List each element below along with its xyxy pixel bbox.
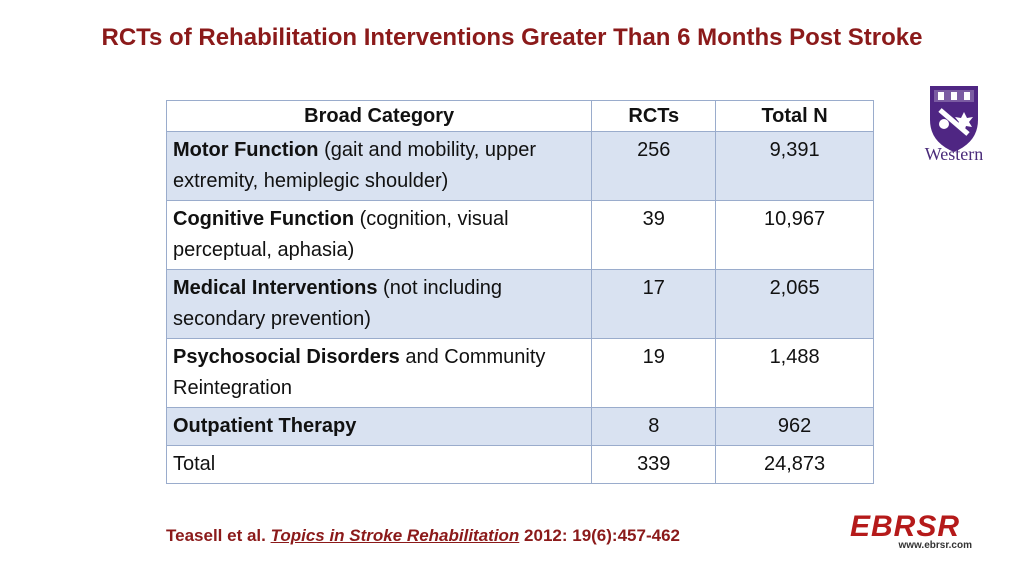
category-cell: Psychosocial Disorders and Community Rei…: [165, 338, 593, 408]
total-n-cell: 10,967: [715, 200, 874, 270]
rcts-cell: 339: [591, 445, 717, 484]
category-cell: Cognitive Function (cognition, visual pe…: [165, 200, 593, 270]
citation-authors: Teasell et al.: [166, 526, 271, 545]
category-cell: Total: [165, 445, 593, 484]
total-n-cell: 1,488: [715, 338, 874, 408]
category-detail: and Community Reintegration: [173, 346, 546, 399]
category-cell: Outpatient Therapy: [165, 407, 593, 446]
table-header-row: Broad Category RCTs Total N: [165, 100, 874, 132]
header-broad-category: Broad Category: [165, 100, 593, 132]
citation-details: 2012: 19(6):457-462: [519, 526, 680, 545]
slide-title: RCTs of Rehabilitation Interventions Gre…: [101, 24, 923, 51]
western-crest-icon: [930, 86, 978, 152]
category-name: Motor Function: [173, 139, 319, 161]
category-cell: Motor Function (gait and mobility, upper…: [165, 131, 593, 201]
table-row: Outpatient Therapy 8 962: [165, 407, 874, 446]
rcts-cell: 8: [591, 407, 717, 446]
table-row-total: Total 339 24,873: [165, 445, 874, 484]
rcts-cell: 19: [591, 338, 717, 408]
category-name: Outpatient Therapy: [173, 415, 357, 437]
header-total-n: Total N: [715, 100, 874, 132]
category-detail: (not including secondary prevention): [173, 277, 503, 330]
rct-table: Broad Category RCTs Total N Motor Functi…: [165, 100, 874, 484]
category-detail: (cognition, visual perceptual, aphasia): [173, 208, 509, 261]
total-n-cell: 9,391: [715, 131, 874, 201]
rcts-cell: 256: [591, 131, 717, 201]
western-logo-text: Western: [924, 144, 984, 164]
citation-journal-link[interactable]: Topics in Stroke Rehabilitation: [270, 526, 520, 545]
total-n-cell: 962: [715, 407, 874, 446]
category-cell: Medical Interventions (not including sec…: [165, 269, 593, 339]
rcts-cell: 17: [591, 269, 717, 339]
ebrsr-logo-url: www.ebrsr.com: [898, 540, 972, 551]
category-name: Medical Interventions: [173, 277, 378, 299]
table-row: Motor Function (gait and mobility, upper…: [165, 131, 874, 201]
total-n-cell: 24,873: [715, 445, 874, 484]
ebrsr-logo-word: EBRSR: [850, 510, 961, 543]
rcts-cell: 39: [591, 200, 717, 270]
total-label: Total: [173, 453, 216, 475]
category-name: Psychosocial Disorders: [173, 346, 400, 368]
category-name: Cognitive Function: [173, 208, 355, 230]
table-row: Cognitive Function (cognition, visual pe…: [165, 200, 874, 270]
table-row: Psychosocial Disorders and Community Rei…: [165, 338, 874, 408]
citation: Teasell et al. Topics in Stroke Rehabili…: [166, 526, 680, 546]
ebrsr-logo: EBRSR www.ebrsr.com: [850, 512, 972, 552]
category-detail: (gait and mobility, upper extremity, hem…: [173, 139, 537, 192]
table-row: Medical Interventions (not including sec…: [165, 269, 874, 339]
total-n-cell: 2,065: [715, 269, 874, 339]
header-rcts: RCTs: [591, 100, 717, 132]
